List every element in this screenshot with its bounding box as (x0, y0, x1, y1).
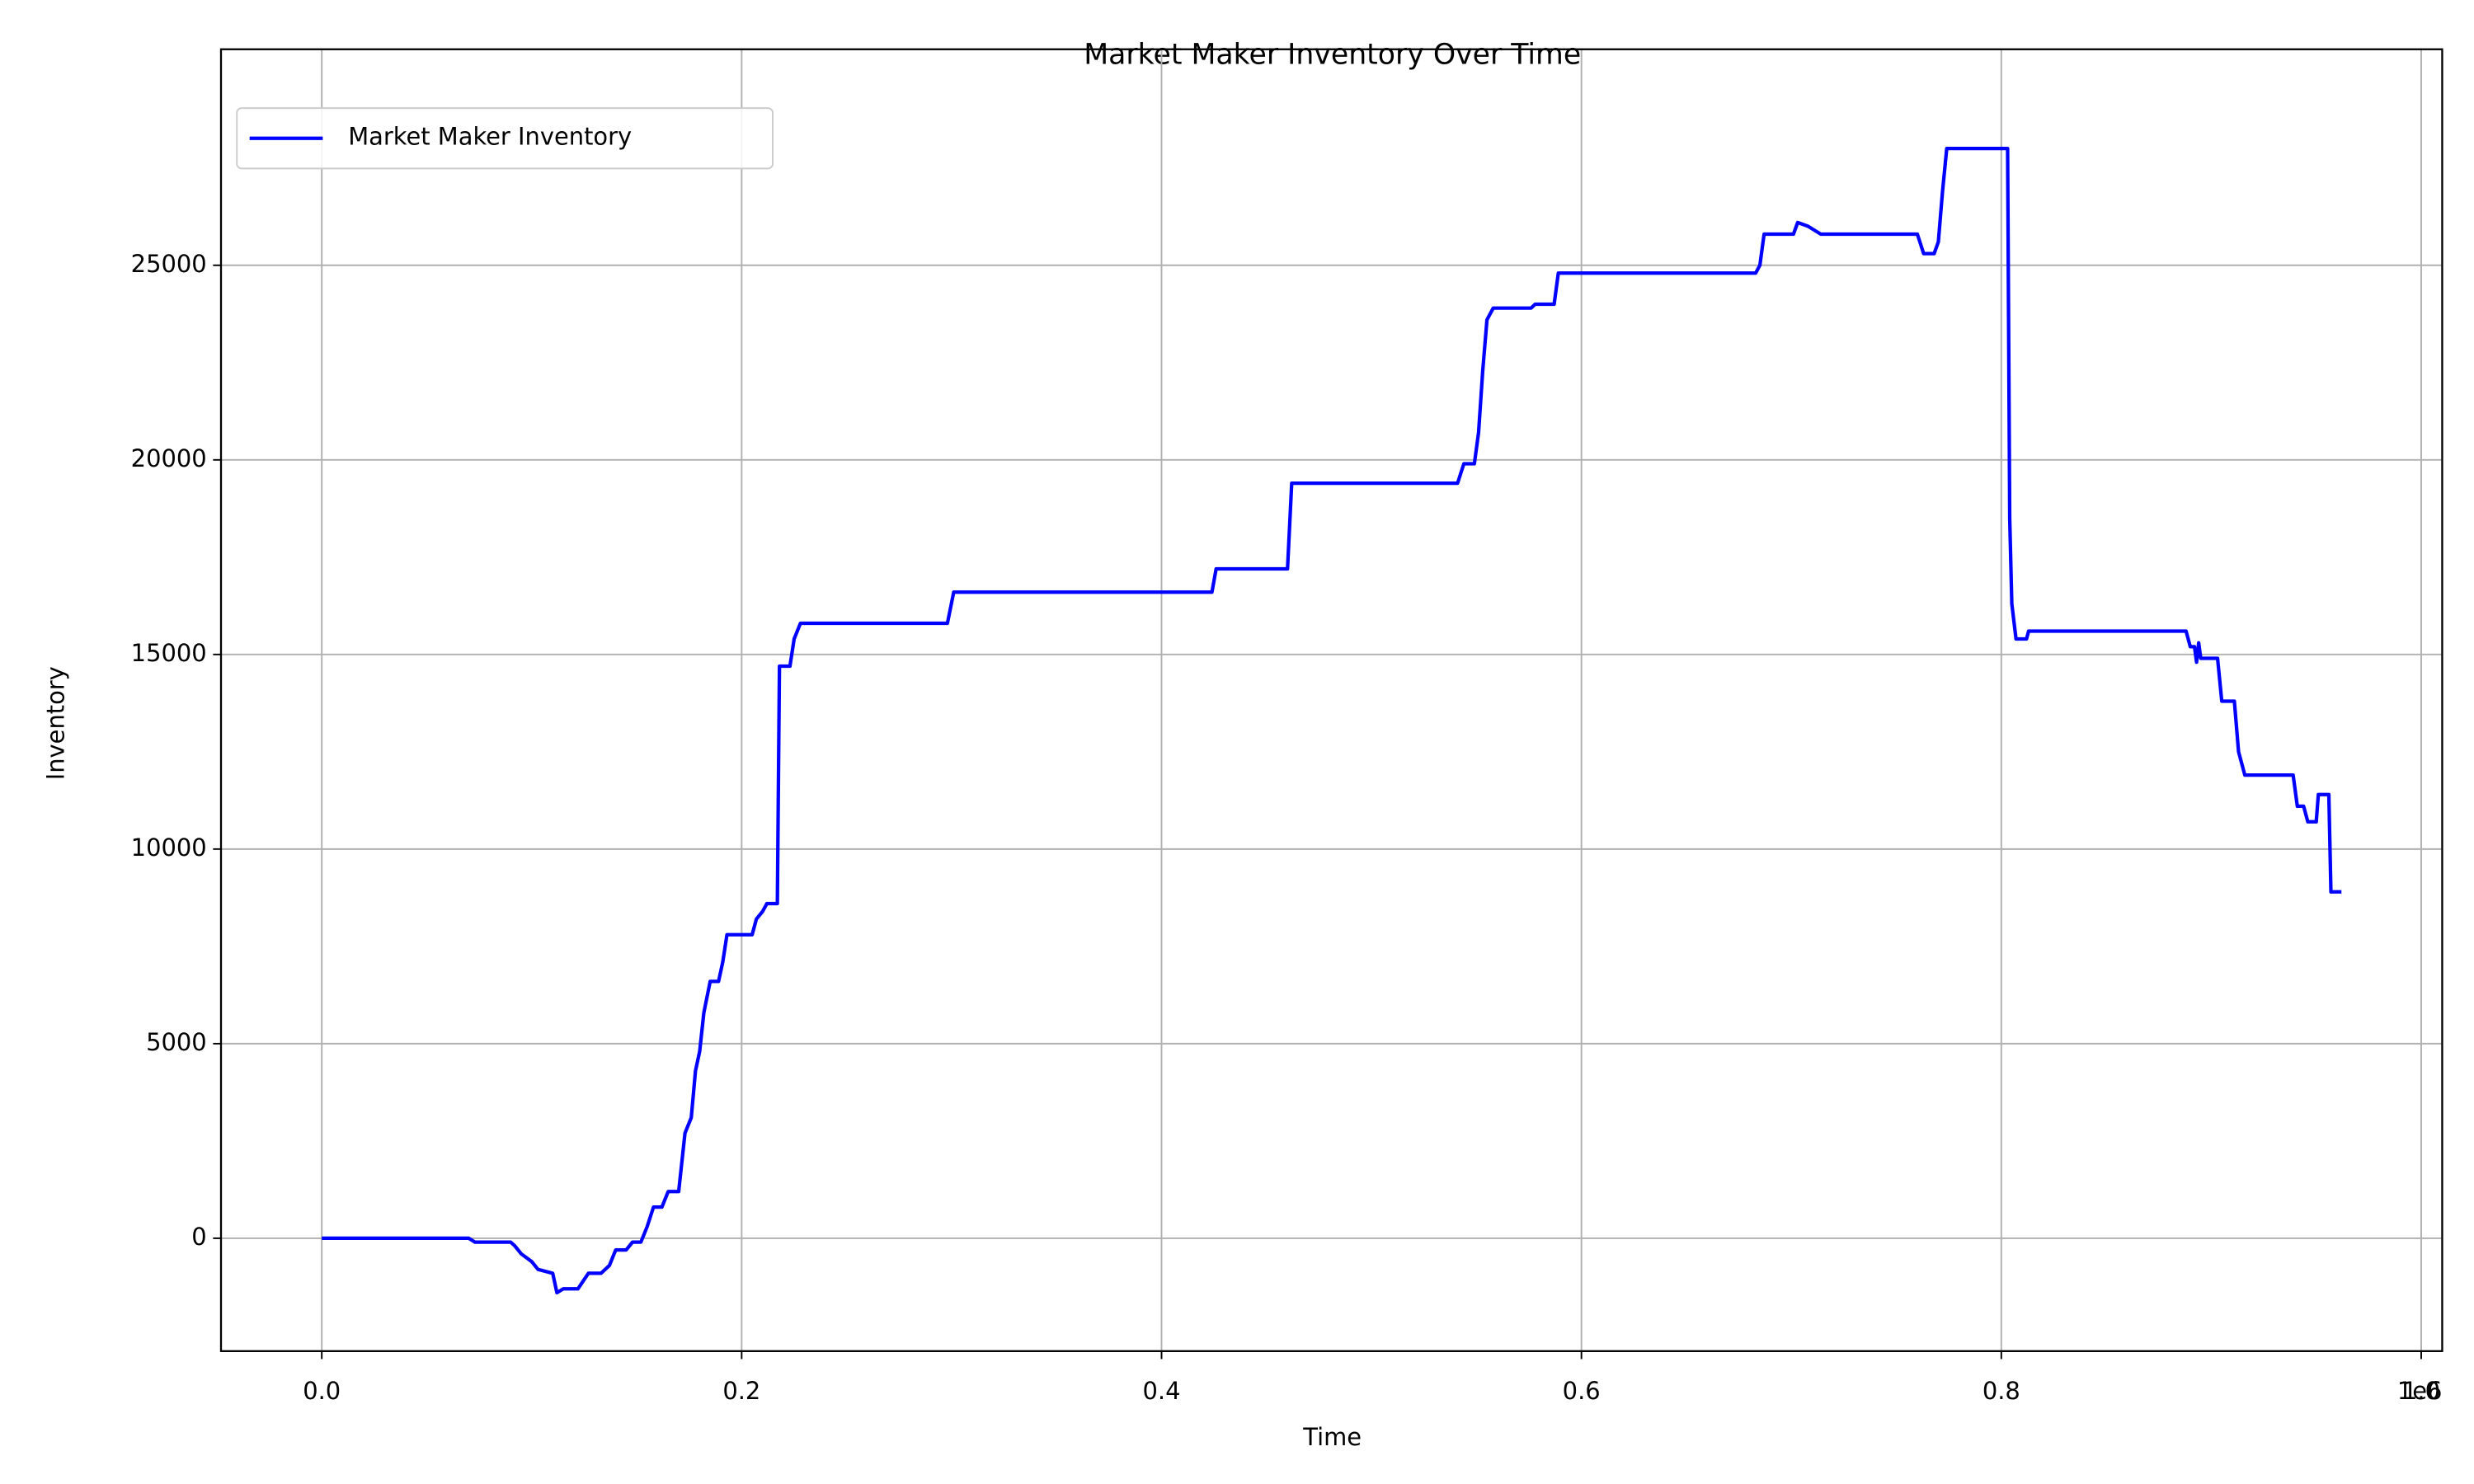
x-tick-label: 1.0 (2402, 1377, 2440, 1405)
y-tick-label: 20000 (131, 444, 207, 472)
y-tick-label: 15000 (131, 639, 207, 667)
y-axis-label: Inventory (41, 666, 69, 780)
x-tick-label: 0.8 (1982, 1377, 2020, 1405)
legend-box (236, 107, 774, 170)
x-axis-label: Time (1302, 1423, 1362, 1451)
y-tick-label: 5000 (146, 1028, 207, 1056)
data-line (322, 147, 2342, 1295)
x-tick-label: 0.0 (303, 1377, 341, 1405)
x-offset-label: 1e6 (2397, 1377, 2443, 1405)
x-tick-label: 0.4 (1143, 1377, 1181, 1405)
plot-frame (219, 48, 2443, 1352)
chart-title: Market Maker Inventory Over Time (1084, 38, 1581, 71)
x-tick-label: 0.6 (1563, 1377, 1601, 1405)
y-tick-label: 0 (191, 1223, 206, 1251)
y-tick-label: 25000 (131, 250, 207, 278)
legend-label: Market Maker Inventory (348, 123, 632, 151)
y-tick-label: 10000 (131, 834, 207, 862)
x-tick-label: 0.2 (722, 1377, 760, 1405)
